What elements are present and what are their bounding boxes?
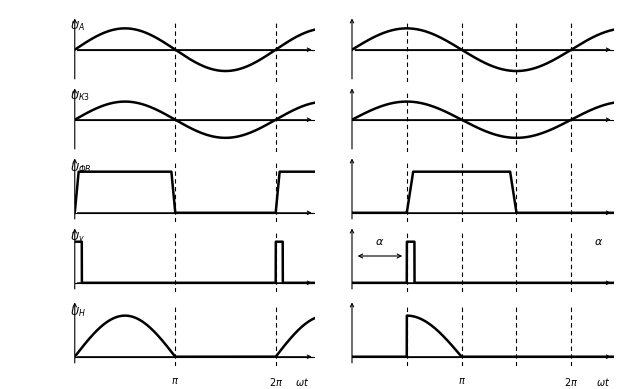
Text: $2\pi$: $2\pi$ [564, 377, 578, 388]
Text: $\pi$: $\pi$ [171, 377, 179, 386]
Text: $U_{К3}$: $U_{К3}$ [70, 89, 90, 103]
Text: $\pi$: $\pi$ [458, 377, 465, 386]
Text: $U_A$: $U_A$ [70, 19, 85, 33]
Text: $\alpha$: $\alpha$ [594, 237, 603, 247]
Text: $U_{ФВ}$: $U_{ФВ}$ [70, 161, 92, 175]
Text: $\omega t$: $\omega t$ [596, 377, 611, 388]
Text: $\alpha$: $\alpha$ [375, 237, 384, 247]
Text: $U_y$: $U_y$ [70, 231, 85, 247]
Text: $\omega t$: $\omega t$ [295, 377, 309, 388]
Text: $U_Н$: $U_Н$ [70, 305, 86, 319]
Text: $2\pi$: $2\pi$ [269, 377, 283, 388]
